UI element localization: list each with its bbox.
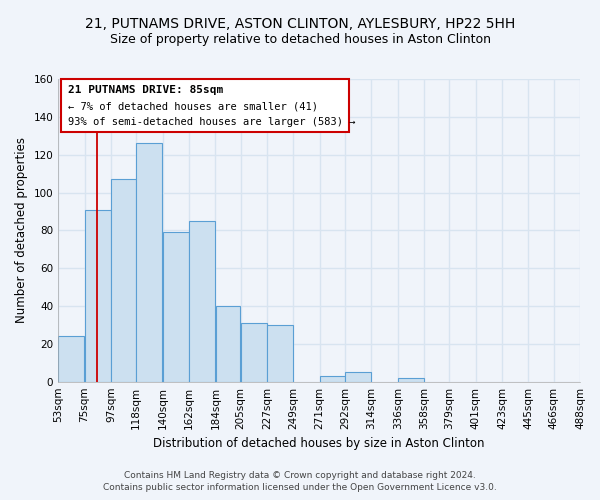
Text: Size of property relative to detached houses in Aston Clinton: Size of property relative to detached ho… <box>110 32 491 46</box>
Bar <box>85 210 110 382</box>
Text: 21 PUTNAMS DRIVE: 85sqm: 21 PUTNAMS DRIVE: 85sqm <box>68 85 224 95</box>
Bar <box>58 336 84 382</box>
Bar <box>320 376 344 382</box>
Bar <box>215 306 240 382</box>
X-axis label: Distribution of detached houses by size in Aston Clinton: Distribution of detached houses by size … <box>154 437 485 450</box>
Bar <box>163 232 188 382</box>
Text: Contains HM Land Registry data © Crown copyright and database right 2024.
Contai: Contains HM Land Registry data © Crown c… <box>103 471 497 492</box>
Text: 21, PUTNAMS DRIVE, ASTON CLINTON, AYLESBURY, HP22 5HH: 21, PUTNAMS DRIVE, ASTON CLINTON, AYLESB… <box>85 18 515 32</box>
Bar <box>189 221 215 382</box>
Bar <box>267 325 293 382</box>
Y-axis label: Number of detached properties: Number of detached properties <box>15 138 28 324</box>
Bar <box>398 378 424 382</box>
Bar <box>136 144 162 382</box>
Bar <box>111 180 136 382</box>
Bar <box>345 372 371 382</box>
Text: 93% of semi-detached houses are larger (583) →: 93% of semi-detached houses are larger (… <box>68 117 356 127</box>
Text: ← 7% of detached houses are smaller (41): ← 7% of detached houses are smaller (41) <box>68 101 319 111</box>
Bar <box>241 323 266 382</box>
